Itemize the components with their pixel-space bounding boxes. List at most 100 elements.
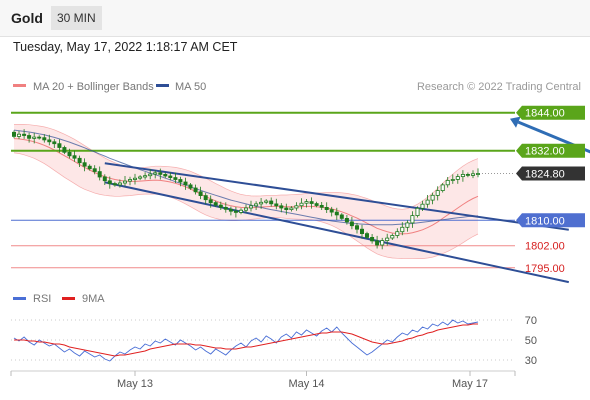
legend-label-bollinger: MA 20 + Bollinger Bands: [33, 81, 154, 93]
levels-layer: [11, 111, 515, 269]
candle-body: [37, 136, 42, 139]
legend-swatch-ma50: [156, 84, 169, 87]
candle-body: [193, 187, 198, 193]
candle-body: [415, 207, 420, 217]
legend-swatch-rsi: [13, 297, 26, 300]
rsi-panel: 30 50 70: [11, 315, 537, 367]
candle-body: [127, 179, 132, 182]
legend-label-9ma: 9MA: [82, 293, 105, 305]
candle-body: [460, 173, 465, 177]
legend-swatch-9ma: [62, 297, 75, 300]
candle-body: [390, 235, 395, 239]
candle-body: [425, 199, 430, 205]
candle-body: [16, 133, 21, 137]
candle-body: [344, 217, 349, 223]
candle-body: [339, 214, 344, 219]
candle-body: [62, 147, 67, 153]
candle-body: [11, 131, 16, 137]
credit-text: Research © 2022 Trading Central: [417, 81, 581, 93]
candle-body: [385, 237, 390, 242]
candle-body: [375, 240, 380, 246]
candle-body: [299, 202, 304, 207]
candle-body: [47, 139, 52, 143]
candle-body: [42, 137, 47, 141]
candle-body: [400, 226, 405, 233]
candle-body: [223, 206, 228, 210]
candle-body: [107, 180, 112, 185]
moving-average-layer: [13, 129, 479, 226]
level-tag-1824-80: [516, 166, 585, 181]
trendline-layer: [104, 162, 570, 284]
candle-body: [218, 204, 223, 208]
level-tag-1810-00: [516, 213, 585, 228]
candle-body: [465, 173, 470, 176]
candle-body: [284, 207, 289, 211]
candle-body: [233, 210, 238, 213]
candle-body: [475, 173, 480, 175]
level-label-1824-80: 1824.80: [525, 169, 565, 181]
candle-body: [254, 203, 259, 207]
candle-body: [289, 207, 294, 211]
candle-body: [158, 172, 163, 175]
level-label-1802-00: 1802.00: [525, 241, 565, 253]
candle-body: [27, 135, 32, 139]
candle-body: [319, 204, 324, 208]
candle-body: [420, 203, 425, 209]
trendline-upper: [104, 162, 569, 231]
candle-body: [173, 177, 178, 180]
level-label-1795-00: 1795.00: [525, 263, 565, 275]
candle-body: [380, 240, 385, 246]
candles-layer: [11, 129, 480, 250]
candle-body: [123, 180, 128, 184]
candle-body: [440, 184, 445, 191]
candle-body: [269, 200, 274, 205]
candle-body: [188, 184, 193, 189]
candle-body: [163, 173, 168, 177]
candle-body: [72, 155, 77, 159]
candle-body: [364, 233, 369, 238]
candle-body: [304, 201, 309, 204]
candle-body: [183, 181, 188, 186]
candle-body: [314, 203, 319, 206]
trendline-lower: [104, 181, 570, 284]
candle-body: [67, 151, 72, 157]
rsi-9ma-line: [14, 323, 478, 357]
legend-label-rsi: RSI: [33, 293, 51, 305]
level-label-1810-00: 1810.00: [525, 215, 565, 227]
candle-body: [455, 176, 460, 180]
level-label-1844-00: 1844.00: [525, 108, 565, 120]
candle-body: [430, 194, 435, 201]
level-tag-1832-00: [516, 143, 585, 158]
candle-body: [450, 179, 455, 181]
candle-body: [405, 222, 410, 228]
level-label-1832-00: 1832.00: [525, 146, 565, 158]
candle-body: [445, 179, 450, 186]
candle-body: [213, 202, 218, 206]
chart-header: Gold 30 MIN: [0, 0, 590, 37]
candle-body: [228, 208, 233, 212]
candle-body: [52, 141, 57, 145]
candle-body: [87, 165, 92, 170]
bollinger-layer: [13, 124, 479, 260]
candle-body: [410, 215, 415, 224]
candle-body: [112, 183, 117, 186]
candle-body: [92, 168, 97, 172]
timestamp: Tuesday, May 17, 2022 1:18:17 AM CET: [13, 40, 238, 54]
candle-body: [57, 143, 62, 148]
candle-body: [82, 162, 87, 167]
x-tick-label: May 13: [117, 378, 153, 390]
timeframe-badge[interactable]: 30 MIN: [51, 6, 102, 30]
candle-body: [359, 228, 364, 234]
candle-body: [168, 175, 173, 179]
ma50-line: [13, 129, 479, 226]
candle-body: [203, 195, 208, 201]
candle-body: [238, 209, 243, 213]
candle-body: [117, 182, 122, 186]
x-axis: May 13 May 14 May 17: [10, 371, 516, 390]
candle-body: [243, 207, 248, 211]
candle-body: [143, 175, 148, 178]
rsi-tick-70: 70: [525, 315, 537, 327]
candle-body: [198, 191, 203, 197]
candle-body: [395, 231, 400, 236]
